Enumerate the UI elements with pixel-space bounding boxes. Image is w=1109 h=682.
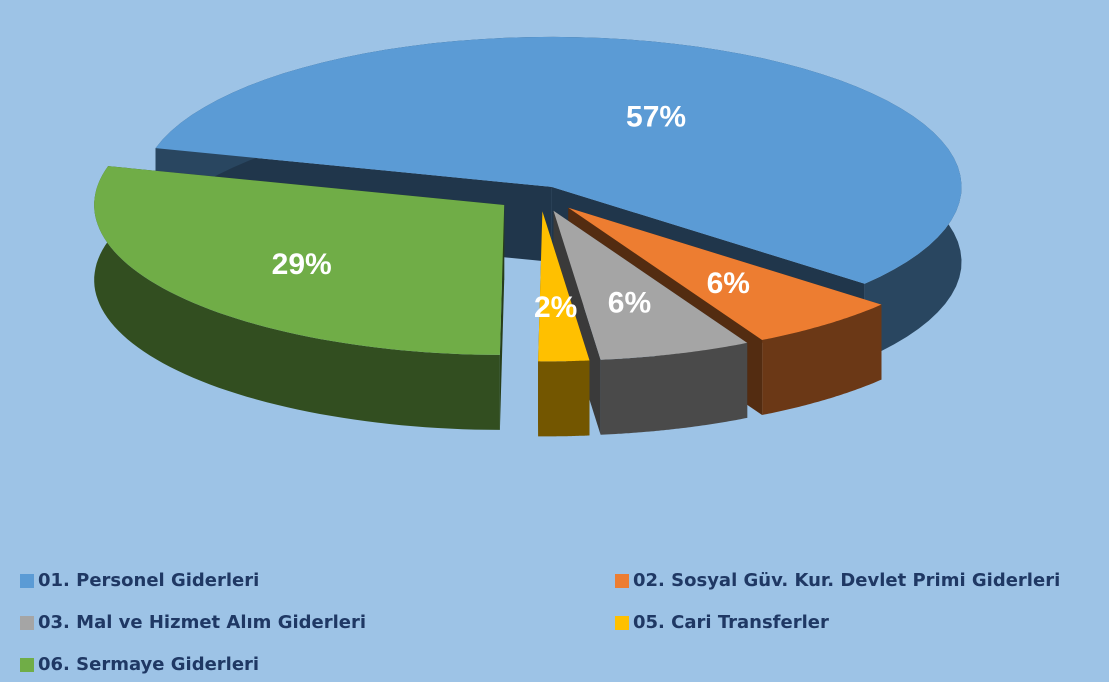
legend-swatch xyxy=(20,574,34,588)
slice-side xyxy=(600,342,748,435)
legend-label: 05. Cari Transferler xyxy=(633,612,829,633)
data-label: 2% xyxy=(534,291,577,324)
slice xyxy=(568,207,882,340)
slice xyxy=(538,211,590,362)
slice xyxy=(155,36,962,284)
legend-label: 01. Personel Giderleri xyxy=(38,570,259,591)
legend-swatch xyxy=(20,658,34,672)
slice xyxy=(553,210,748,360)
legend-swatch xyxy=(615,574,629,588)
slice-side xyxy=(94,166,500,430)
slice-side xyxy=(538,360,590,437)
data-label: 6% xyxy=(707,267,750,300)
legend-label: 03. Mal ve Hizmet Alım Giderleri xyxy=(38,612,366,633)
data-label: 6% xyxy=(608,286,651,319)
legend-swatch xyxy=(615,616,629,630)
data-label: 57% xyxy=(626,101,686,134)
data-label: 29% xyxy=(272,248,332,281)
slice xyxy=(94,166,505,355)
legend-label: 06. Sermaye Giderleri xyxy=(38,654,259,675)
slice-side xyxy=(762,304,882,415)
legend-swatch xyxy=(20,616,34,630)
legend-label: 02. Sosyal Güv. Kur. Devlet Primi Giderl… xyxy=(633,570,1060,591)
